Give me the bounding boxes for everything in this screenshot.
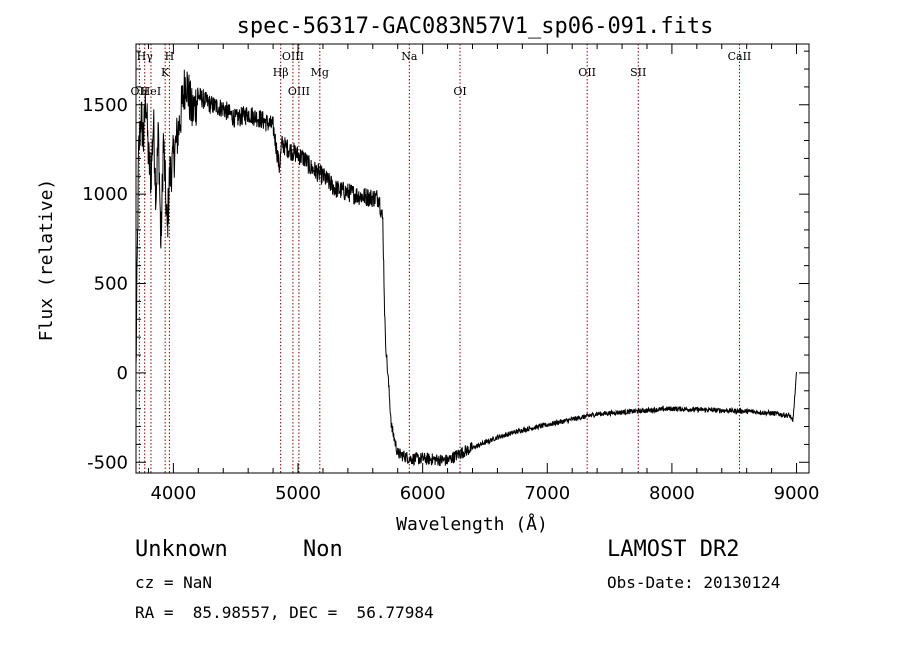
emission-line-label: Na (401, 50, 418, 63)
axis-ticks-layer: 4000 5000 6000 7000 8000 9000 -500 0 500 1000 1500 (82, 44, 819, 504)
emission-line-label: CaII (728, 50, 752, 63)
y-tick-label: 1000 (82, 184, 128, 205)
emission-line-label: OII (578, 66, 596, 79)
emission-line-label: Mg (311, 66, 329, 79)
emission-line-label: OIII (282, 50, 304, 63)
obs-date: Obs-Date: 20130124 (607, 573, 781, 592)
x-axis-label: Wavelength (Å) (396, 513, 548, 535)
x-tick-label: 8000 (649, 483, 695, 504)
x-tick-label: 7000 (524, 483, 570, 504)
y-tick-label: 0 (117, 363, 128, 384)
emission-line-label: OII (131, 85, 149, 98)
emission-line-label: HeI (141, 85, 161, 98)
emission-line-label: OI (453, 85, 466, 98)
emission-line-label: OIII (288, 85, 310, 98)
x-tick-label: 6000 (400, 483, 446, 504)
plot-frame (135, 43, 810, 474)
y-tick-label: -500 (87, 452, 128, 473)
x-tick-label: 4000 (150, 483, 196, 504)
survey-name: LAMOST DR2 (607, 537, 740, 562)
spectrum-series (135, 69, 797, 467)
y-tick-label: 1500 (82, 95, 128, 116)
y-axis-label: Flux (relative) (36, 179, 57, 342)
chart-title: spec-56317-GAC083N57V1_sp06-091.fits (237, 14, 714, 39)
emission-line-label: K (161, 66, 170, 79)
x-tick-label: 5000 (275, 483, 321, 504)
emission-line-label: Hγ (137, 50, 154, 63)
emission-line-label: SII (630, 66, 646, 79)
x-tick-label: 9000 (774, 483, 820, 504)
object-class: Unknown (135, 537, 228, 562)
emission-line-label: Hβ (273, 66, 289, 79)
coordinates: RA = 85.98557, DEC = 56.77984 (135, 603, 434, 622)
emission-line-label: H (165, 50, 175, 63)
y-tick-label: 500 (94, 274, 128, 295)
spectrum-chart: spec-56317-GAC083N57V1_sp06-091.fits OII… (36, 14, 819, 535)
object-subclass: Non (303, 537, 343, 562)
redshift-value: cz = NaN (135, 573, 213, 592)
